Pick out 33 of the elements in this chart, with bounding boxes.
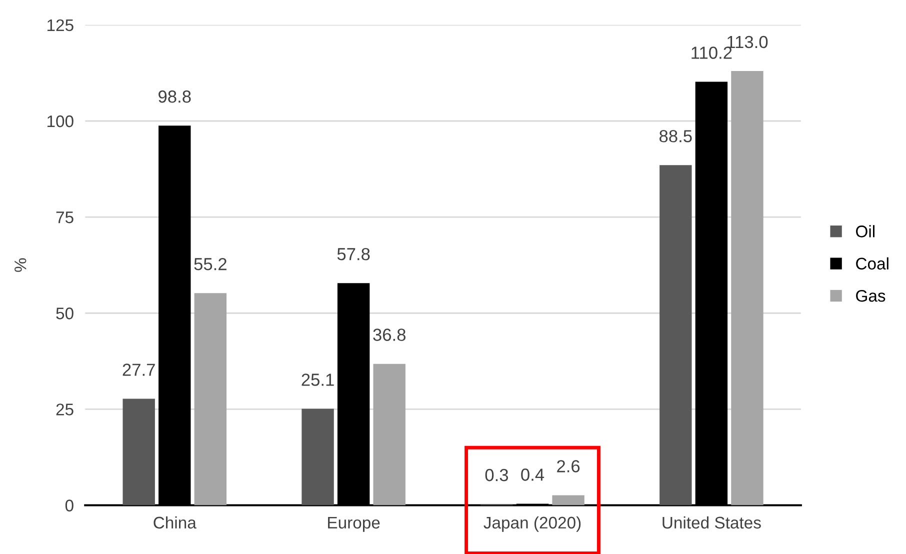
bar <box>660 165 692 506</box>
x-tick-label: Europe <box>328 516 380 532</box>
y-tick-label: 50 <box>56 308 74 320</box>
y-tick-label: 125 <box>48 19 74 32</box>
data-label: 0.4 <box>521 468 544 481</box>
x-tick-label: China <box>154 516 196 529</box>
bar <box>194 293 227 506</box>
data-label: 57.8 <box>337 248 370 260</box>
bar <box>373 364 406 506</box>
data-label: 88.5 <box>660 130 692 142</box>
legend-label: Oil <box>856 225 874 238</box>
legend-label: Gas <box>856 290 886 302</box>
x-tick-label: United States <box>662 516 761 529</box>
y-axis-title: % <box>14 258 26 272</box>
data-label: 25.1 <box>302 374 334 386</box>
bar <box>552 495 584 506</box>
data-label: 27.7 <box>122 364 155 376</box>
bar <box>731 71 764 506</box>
y-tick-label: 25 <box>56 404 74 416</box>
y-tick-label: 0 <box>65 500 74 512</box>
y-tick-label: 75 <box>56 212 74 224</box>
data-label: 55.2 <box>194 258 226 270</box>
data-label: 113.0 <box>727 36 768 48</box>
data-label: 0.3 <box>485 468 508 482</box>
data-label: 2.6 <box>557 460 580 472</box>
data-label: 98.8 <box>158 90 191 103</box>
y-tick-label: 100 <box>48 115 74 128</box>
bar <box>122 398 155 506</box>
legend-label: Coal <box>856 257 888 270</box>
x-tick-label: Japan (2020) <box>484 516 581 532</box>
data-label: 36.8 <box>373 328 406 341</box>
data-label: 110.2 <box>692 46 732 59</box>
bar <box>302 408 334 506</box>
